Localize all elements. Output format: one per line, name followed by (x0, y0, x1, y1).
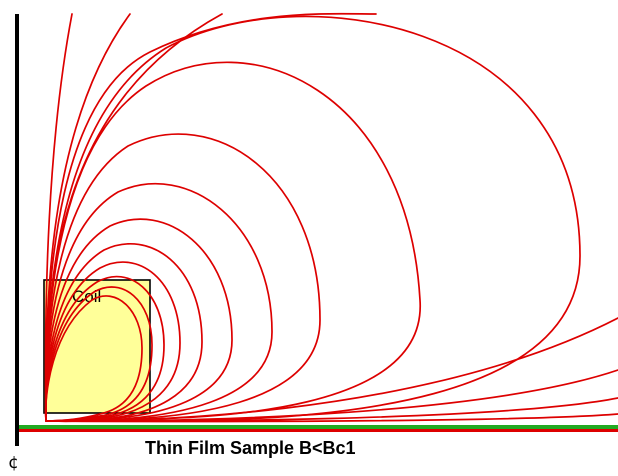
field-lines (44, 12, 618, 423)
field-line (44, 218, 233, 423)
sample-label: Thin Film Sample B<Bc1 (145, 438, 356, 458)
field-line (45, 413, 618, 423)
thin-film-sample (19, 425, 618, 432)
field-line (44, 275, 165, 422)
field-line (45, 12, 377, 422)
field-line (44, 261, 181, 422)
field-line (44, 295, 143, 422)
field-line (44, 286, 153, 422)
centerline-symbol: ¢ (8, 453, 19, 473)
sample-bottom-layer (19, 429, 618, 432)
sample-top-layer (19, 425, 618, 429)
